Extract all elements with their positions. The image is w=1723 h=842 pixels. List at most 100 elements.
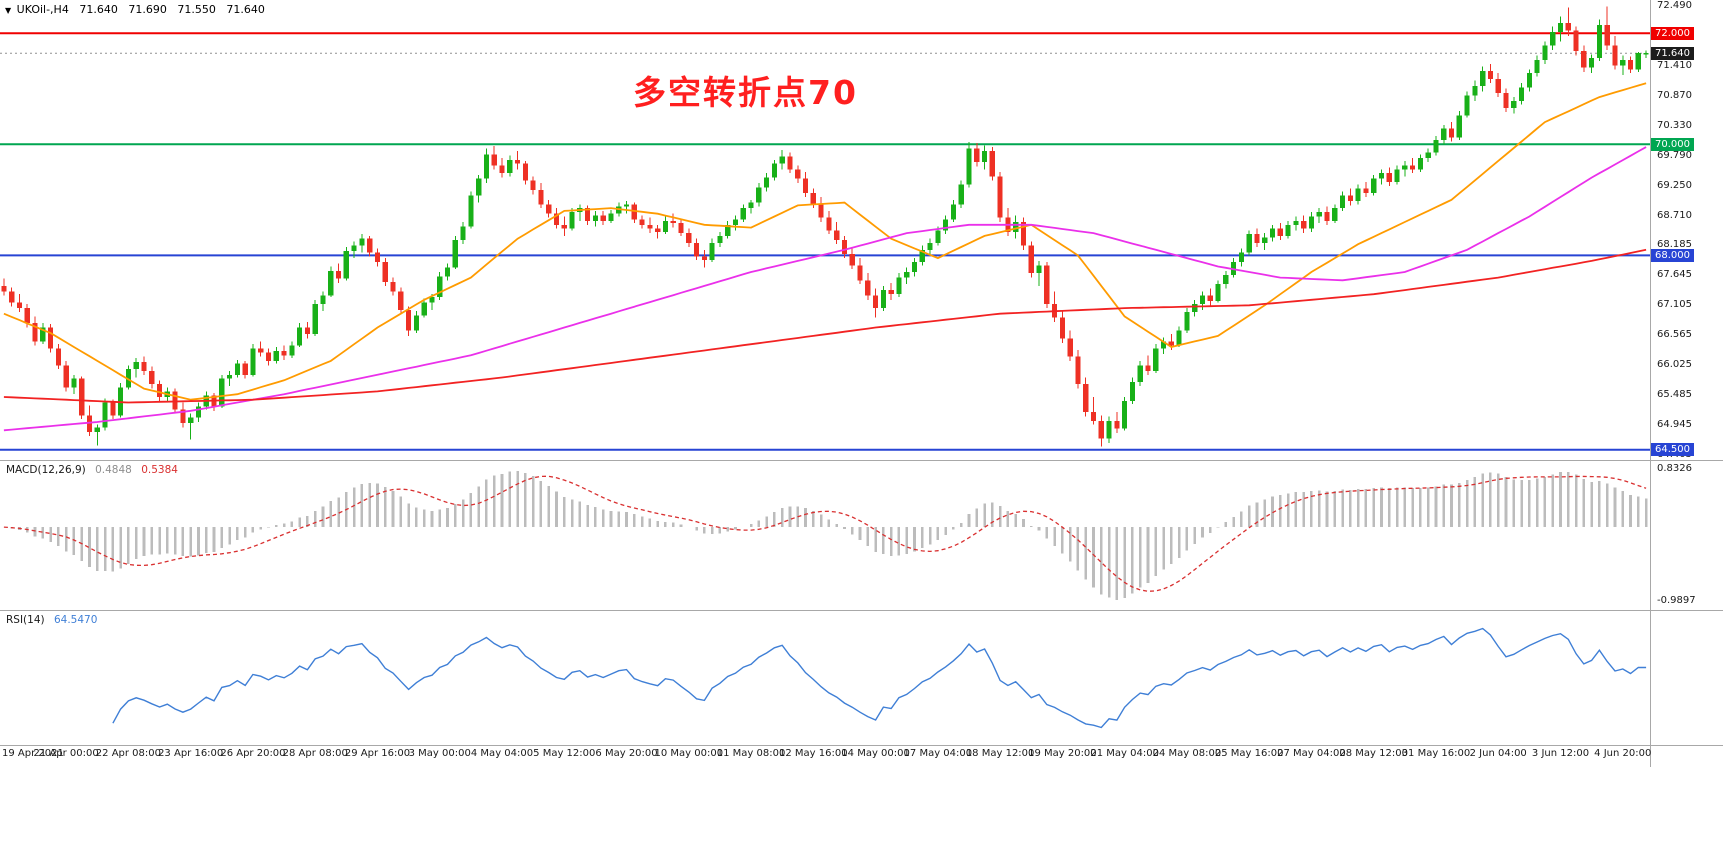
candle-body	[569, 212, 575, 229]
price-line-tag: 68.000	[1651, 248, 1694, 262]
candle-body	[32, 323, 38, 342]
candle-body	[1, 285, 7, 292]
candle-body	[507, 159, 513, 174]
candle-body	[343, 250, 349, 279]
main-chart-canvas[interactable]	[0, 0, 1650, 460]
candle-body	[390, 282, 396, 292]
candle-body	[1363, 188, 1369, 194]
candle-body	[398, 291, 404, 310]
candle-body	[989, 150, 995, 177]
candle-body	[1589, 58, 1595, 68]
rsi-line	[112, 627, 1647, 729]
candle-body	[250, 348, 256, 375]
time-axis-label: 21 Apr 00:00	[33, 748, 99, 759]
candle-body	[911, 262, 918, 273]
candle-body	[647, 224, 653, 229]
candle-body	[1355, 188, 1361, 201]
time-axis-label: 11 May 08:00	[716, 748, 786, 759]
macd-panel-canvas[interactable]	[0, 461, 1650, 610]
candle-body	[834, 230, 840, 240]
time-axis-label: 24 May 08:00	[1152, 748, 1222, 759]
panel-separator-main-macd[interactable]	[0, 460, 1723, 461]
candle-body	[1223, 274, 1229, 285]
ma-slow-red	[3, 248, 1647, 404]
candle-body	[304, 327, 311, 335]
price-axis-label: 68.710	[1657, 209, 1692, 221]
candle-body	[522, 163, 528, 181]
candle-body	[709, 243, 715, 260]
time-axis-label: 21 May 04:00	[1090, 748, 1159, 759]
candle-body	[623, 204, 630, 207]
candle-body	[491, 154, 497, 166]
candle-body	[1090, 411, 1097, 421]
candle-body	[468, 195, 474, 227]
candle-body	[1324, 212, 1330, 221]
candle-body	[1122, 400, 1128, 429]
ohlc-close: 71.640	[226, 3, 265, 16]
candle-body	[1137, 365, 1143, 382]
candle-body	[795, 169, 801, 179]
price-line-tag: 72.000	[1651, 26, 1694, 40]
price-axis-label: 70.330	[1657, 119, 1692, 131]
candle-body	[1192, 304, 1198, 312]
price-axis-label: 67.645	[1657, 269, 1692, 281]
candle-body	[1036, 265, 1042, 274]
candle-body	[1542, 45, 1548, 60]
price-line-tag: 64.500	[1651, 443, 1694, 457]
candle-body	[1238, 252, 1244, 263]
candle-body	[919, 249, 925, 263]
candle-body	[1168, 341, 1174, 346]
chart-annotation-text[interactable]: 多空转折点70	[633, 73, 858, 112]
candle-body	[1347, 195, 1353, 201]
current-price-tag: 71.640	[1651, 46, 1694, 60]
candle-body	[359, 238, 365, 246]
time-axis[interactable]: 19 Apr 2021 21 Apr 00:00 22 Apr 08:00 23 Ap…	[0, 748, 1723, 766]
candle-body	[1246, 234, 1252, 253]
candle-body	[452, 239, 458, 268]
candle-body	[1581, 50, 1587, 68]
candle-body	[810, 193, 816, 205]
candle-body	[1285, 224, 1291, 236]
candle-body	[1441, 128, 1447, 140]
candle-body	[476, 178, 482, 196]
time-axis-label: 27 May 04:00	[1277, 748, 1346, 759]
candle-body	[1044, 265, 1050, 305]
price-line-tag: 70.000	[1651, 137, 1694, 151]
time-axis-label: 6 May 20:00	[595, 748, 658, 759]
candle-body	[701, 256, 707, 260]
candle-body	[226, 374, 233, 379]
panel-separator-macd-rsi[interactable]	[0, 610, 1723, 611]
rsi-value: 64.5470	[53, 614, 98, 626]
candle-body	[966, 148, 972, 185]
time-axis-label: 25 May 16:00	[1214, 748, 1284, 759]
time-axis-label: 4 May 04:00	[470, 748, 534, 759]
candle-body	[725, 224, 731, 236]
candle-body	[1075, 356, 1081, 385]
candle-body	[1067, 338, 1073, 357]
ohlc-open: 71.640	[79, 3, 118, 16]
price-axis-label: 67.105	[1657, 299, 1692, 311]
symbol-marker-icon: ▼	[5, 6, 12, 15]
time-axis-label: 17 May 04:00	[903, 748, 973, 759]
chart-header: ▼ UKOil-,H4 71.640 71.690 71.550 71.640	[5, 3, 272, 16]
candle-body	[149, 370, 155, 385]
macd-label: MACD(12,26,9) 0.4848 0.5384	[6, 464, 184, 476]
price-axis[interactable]: 0.8326 -0.9897 72.490 71.410 70.870 70.330 6…	[1650, 0, 1723, 767]
candle-body	[1129, 381, 1136, 401]
candle-body	[826, 217, 832, 231]
candle-body	[320, 295, 326, 305]
candle-body	[514, 159, 521, 164]
candle-body	[935, 230, 941, 244]
candle-body	[460, 226, 466, 240]
candle-body	[585, 208, 591, 221]
candle-body	[1371, 178, 1377, 194]
rsi-panel-canvas[interactable]	[0, 611, 1650, 745]
candle-body	[1518, 87, 1525, 101]
candle-body	[1620, 59, 1626, 66]
candle-body	[328, 270, 334, 296]
candle-body	[1425, 152, 1431, 159]
candle-body	[997, 176, 1003, 218]
time-axis-label: 14 May 00:00	[841, 748, 910, 759]
price-axis-label: 68.185	[1657, 239, 1692, 251]
candle-body	[180, 409, 186, 424]
